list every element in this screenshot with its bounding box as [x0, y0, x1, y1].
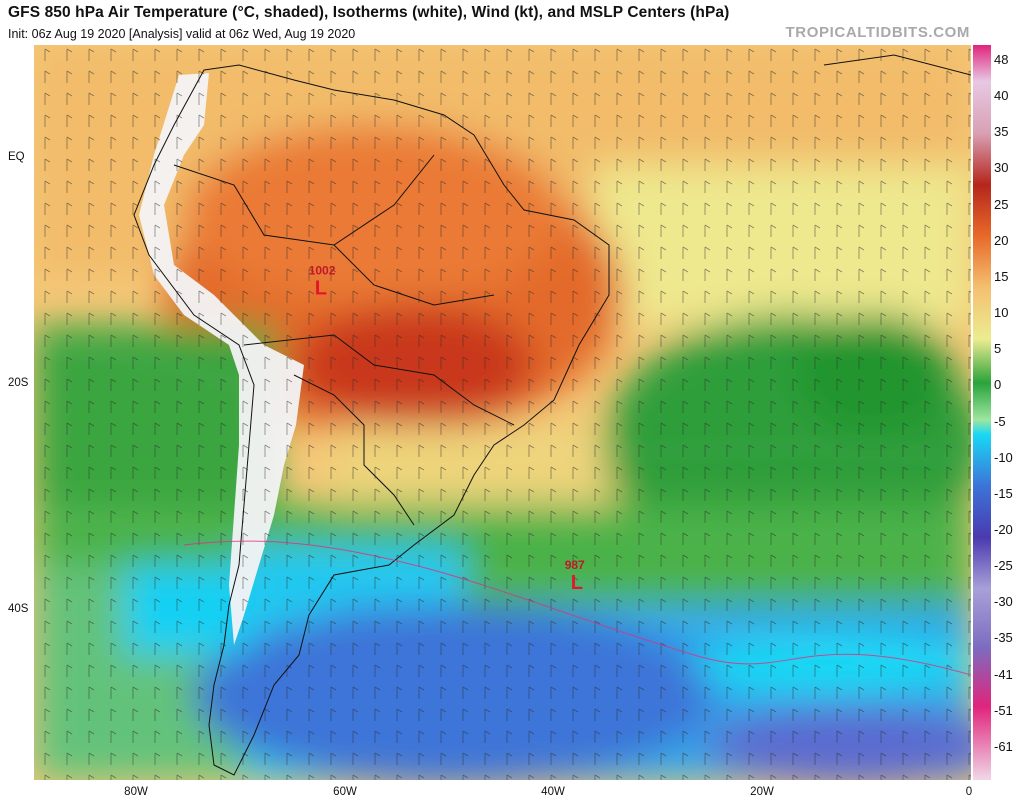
colorbar-tick: -15: [994, 485, 1013, 501]
lon-label-0: 0: [965, 786, 973, 798]
lat-label-40s: 40S: [8, 603, 29, 615]
colorbar-tick: 0: [994, 377, 1002, 393]
temperature-map: 1002 L 987 L: [34, 45, 971, 780]
pressure-center-value: 1002: [309, 264, 336, 278]
watermark: TROPICALTIDBITS.COM: [785, 24, 970, 41]
map-title: GFS 850 hPa Air Temperature (°C, shaded)…: [8, 4, 730, 21]
temperature-colorbar: [973, 45, 991, 780]
lon-label-40w: 40W: [541, 786, 565, 798]
colorbar-tick: 25: [994, 196, 1009, 212]
colorbar-tick: 20: [994, 232, 1009, 248]
colorbar-tick: -61: [994, 738, 1013, 754]
colorbar-tick: -25: [994, 558, 1013, 574]
lon-label-60w: 60W: [333, 786, 357, 798]
lon-label-20w: 20W: [750, 786, 774, 798]
lat-label-20s: 20S: [8, 377, 29, 389]
colorbar-tick: -41: [994, 666, 1013, 682]
colorbar-tick: 30: [994, 160, 1009, 176]
lat-label-eq: EQ: [8, 151, 25, 163]
map-subtitle: Init: 06z Aug 19 2020 [Analysis] valid a…: [8, 27, 356, 41]
colorbar-tick: 35: [994, 124, 1009, 140]
colorbar-tick: 15: [994, 268, 1009, 284]
colorbar-tick: 40: [994, 88, 1009, 104]
lon-label-80w: 80W: [124, 786, 148, 798]
colorbar-tick: 48: [994, 52, 1009, 67]
low-pressure-marker: L: [315, 278, 327, 300]
colorbar-tick: -35: [994, 630, 1013, 646]
low-pressure-marker: L: [571, 572, 583, 594]
wind-barbs: [34, 45, 971, 780]
colorbar-tick: 5: [994, 341, 1002, 357]
pressure-center-value: 987: [565, 558, 585, 572]
colorbar-tick: -10: [994, 449, 1013, 465]
colorbar-tick: -20: [994, 521, 1013, 537]
coastlines: [133, 54, 971, 776]
colorbar-tick: -30: [994, 594, 1013, 610]
colorbar-tick: -5: [994, 413, 1006, 429]
colorbar-tick: 10: [994, 305, 1009, 321]
colorbar-tick: -51: [994, 702, 1013, 718]
